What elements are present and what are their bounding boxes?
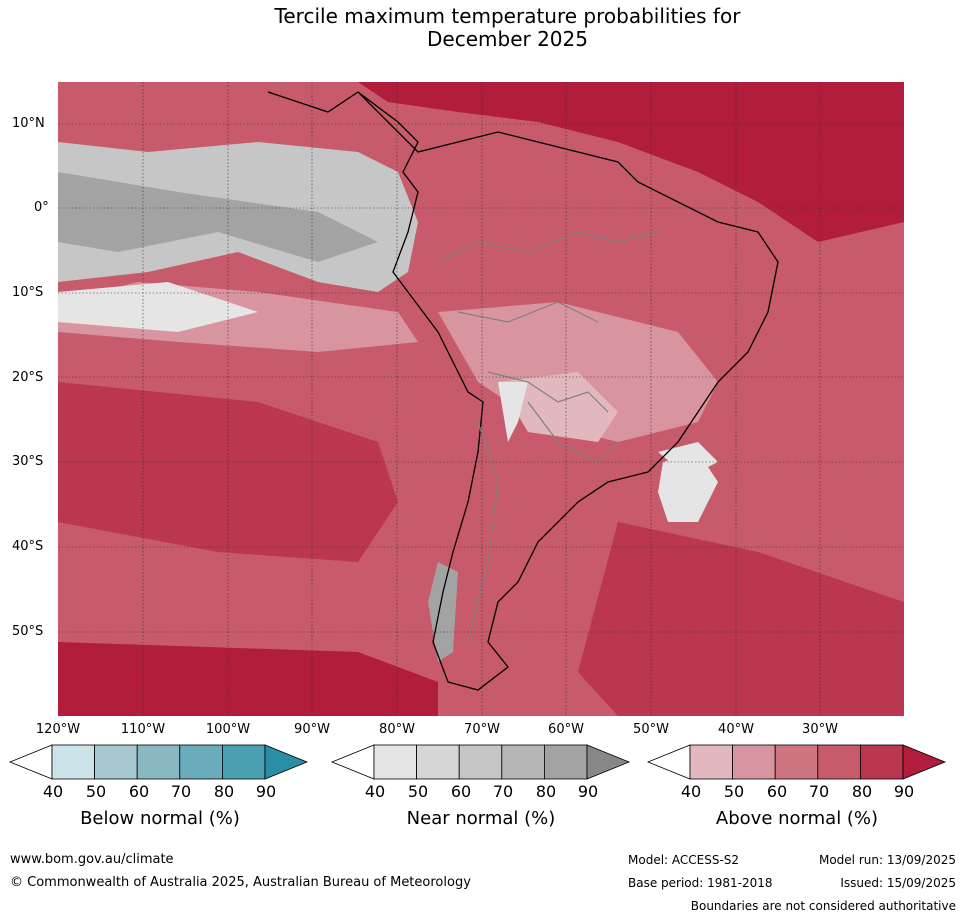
near-normal-dark-pacific xyxy=(58,172,378,262)
chile-argentina-border xyxy=(467,421,499,643)
colorbar-above-segment-5 xyxy=(859,744,904,780)
lon-label-110w: 110°W xyxy=(120,722,166,737)
andes-near-normal xyxy=(498,382,528,442)
tick-near-50: 50 xyxy=(407,782,429,801)
tick-near-90: 90 xyxy=(577,782,599,801)
tick-below-70: 70 xyxy=(170,782,192,801)
legend-title-near: Near normal (%) xyxy=(406,808,556,829)
lon-label-80w: 80°W xyxy=(379,722,415,737)
lon-label-50w: 50°W xyxy=(633,722,669,737)
colorbar-above-high-extension xyxy=(902,744,947,780)
lon-label-70w: 70°W xyxy=(464,722,500,737)
central-america-coastline xyxy=(267,91,359,113)
colorbar-below-segment-4 xyxy=(179,744,223,780)
colorbar-below-segment-3 xyxy=(136,744,181,780)
lon-label-60w: 60°W xyxy=(548,722,584,737)
northern-borders xyxy=(437,231,659,263)
colorbar-near-segment-1 xyxy=(373,744,417,780)
colorbar-near-segment-3 xyxy=(458,744,503,780)
lon-label-120w: 120°W xyxy=(35,722,81,737)
colorbar-below-low-extension xyxy=(8,744,53,780)
colorbar-near-normal xyxy=(330,744,631,780)
colorbar-above-normal xyxy=(646,744,947,780)
colorbar-near-segment-5 xyxy=(543,744,588,780)
paraguay-borders xyxy=(527,401,619,463)
south-atlantic-region xyxy=(578,522,904,716)
probability-map xyxy=(58,82,904,716)
lon-label-30w: 30°W xyxy=(802,722,838,737)
legend-title-above: Above normal (%) xyxy=(715,808,879,829)
colorbar-near-low-extension xyxy=(330,744,375,780)
colorbar-below-segment-2 xyxy=(94,744,138,780)
map-svg xyxy=(58,82,904,716)
lon-label-100w: 100°W xyxy=(205,722,251,737)
colorbar-below-segment-1 xyxy=(51,744,95,780)
tick-above-60: 60 xyxy=(766,782,788,801)
tick-near-40: 40 xyxy=(364,782,386,801)
tick-below-80: 80 xyxy=(213,782,235,801)
tick-above-80: 80 xyxy=(851,782,873,801)
lon-label-90w: 90°W xyxy=(294,722,330,737)
tick-below-50: 50 xyxy=(85,782,107,801)
footer-copyright: © Commonwealth of Australia 2025, Austra… xyxy=(10,875,471,890)
tick-below-60: 60 xyxy=(128,782,150,801)
colorbar-near-segment-4 xyxy=(501,744,545,780)
colorbar-above-segment-4 xyxy=(817,744,861,780)
title-line-2: December 2025 xyxy=(427,27,588,51)
colorbar-above-low-extension xyxy=(646,744,691,780)
lat-label-50s: 50°S xyxy=(12,624,44,639)
title-line-1: Tercile maximum temperature probabilitie… xyxy=(274,4,741,28)
lat-label-10s: 10°S xyxy=(12,285,44,300)
footer-model-run: Model run: 13/09/2025 xyxy=(818,853,956,867)
bolivia-borders xyxy=(487,371,609,413)
colorbar-below-normal xyxy=(8,744,309,780)
colorbar-below-high-extension xyxy=(264,744,309,780)
tick-above-50: 50 xyxy=(723,782,745,801)
patagonia-near-normal xyxy=(428,562,458,662)
map-gridlines xyxy=(58,82,904,716)
tick-below-40: 40 xyxy=(42,782,64,801)
colorbar-above-segment-3 xyxy=(774,744,819,780)
lon-label-40w: 40°W xyxy=(718,722,754,737)
caribbean-region xyxy=(578,92,904,182)
lat-label-30s: 30°S xyxy=(12,454,44,469)
colorbar-below-segment-5 xyxy=(221,744,266,780)
tick-near-60: 60 xyxy=(450,782,472,801)
tick-above-70: 70 xyxy=(808,782,830,801)
south-america-coastline xyxy=(357,91,779,691)
footer-url: www.bom.gov.au/climate xyxy=(10,852,174,867)
colorbar-above-segment-2 xyxy=(732,744,776,780)
tick-near-80: 80 xyxy=(535,782,557,801)
lat-label-40s: 40°S xyxy=(12,539,44,554)
tick-near-70: 70 xyxy=(492,782,514,801)
colorbar-above-segment-1 xyxy=(689,744,733,780)
amazon-borders xyxy=(457,301,599,323)
colorbar-near-segment-2 xyxy=(416,744,460,780)
tick-above-40: 40 xyxy=(680,782,702,801)
lat-label-20s: 20°S xyxy=(12,370,44,385)
lat-label-10n: 10°N xyxy=(12,116,45,131)
footer-base-period: Base period: 1981-2018 xyxy=(628,876,773,890)
south-atlantic-near-normal xyxy=(658,452,718,522)
footer-issued: Issued: 15/09/2025 xyxy=(840,876,956,890)
chart-title: Tercile maximum temperature probabilitie… xyxy=(0,5,965,51)
near-normal-light-pacific xyxy=(58,282,258,332)
footer-disclaimer: Boundaries are not considered authoritat… xyxy=(690,899,956,913)
tick-above-90: 90 xyxy=(893,782,915,801)
tick-below-90: 90 xyxy=(255,782,277,801)
lat-label-0: 0° xyxy=(34,200,49,215)
footer-model: Model: ACCESS-S2 xyxy=(628,853,740,867)
colorbar-near-high-extension xyxy=(586,744,631,780)
legend-title-below: Below normal (%) xyxy=(80,808,240,829)
south-pacific-region xyxy=(58,642,438,716)
bolivia-light-patch xyxy=(498,372,618,442)
